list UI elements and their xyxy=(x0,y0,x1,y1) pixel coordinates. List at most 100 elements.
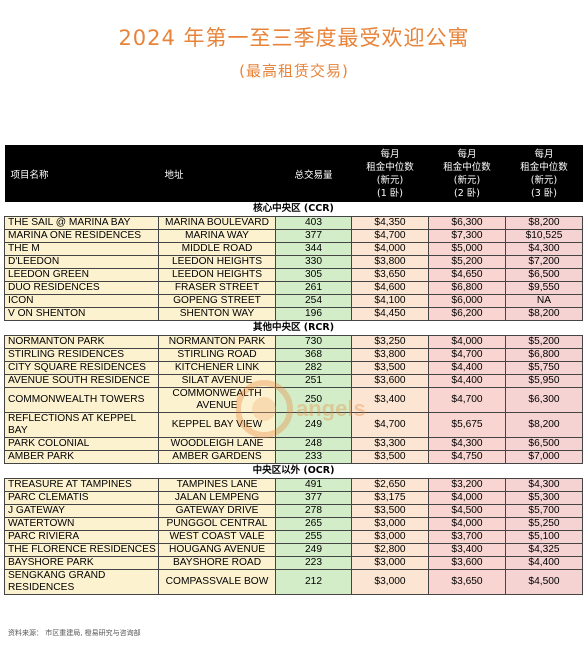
volume-cell: 305 xyxy=(275,268,352,282)
address-cell: KITCHENER LINK xyxy=(158,361,276,375)
rent-1br-cell: $2,800 xyxy=(351,543,429,557)
rent-3br-cell: $4,500 xyxy=(505,569,583,595)
table-row: SENGKANG GRAND RESIDENCES COMPASSVALE BOW… xyxy=(4,569,583,595)
project-name-cell: THE M xyxy=(4,242,159,256)
rent-1br-cell: $3,000 xyxy=(351,569,429,595)
address-cell: HOUGANG AVENUE xyxy=(158,543,276,557)
rent-2br-cell: $4,000 xyxy=(428,517,506,531)
table-row: PARK COLONIAL WOODLEIGH LANE 248 $3,300 $4,3… xyxy=(4,437,583,451)
table-row: D'LEEDON LEEDON HEIGHTS 330 $3,800 $5,200 $7,… xyxy=(4,255,583,269)
header-rent-2br: 每月 租金中位数 (新元) (2 卧) xyxy=(428,145,506,202)
address-cell: MARINA WAY xyxy=(158,229,276,243)
page-title: 2024 年第一至三季度最受欢迎公寓 xyxy=(118,26,470,50)
project-name-cell: MARINA ONE RESIDENCES xyxy=(4,229,159,243)
project-name-cell: PARC RIVIERA xyxy=(4,530,159,544)
rent-3br-cell: $4,325 xyxy=(505,543,583,557)
table-row: THE FLORENCE RESIDENCES HOUGANG AVENUE 249… xyxy=(4,543,583,557)
project-name-cell: THE SAIL @ MARINA BAY xyxy=(4,216,159,230)
address-cell: TAMPINES LANE xyxy=(158,478,276,492)
section-label: 其他中央区 (RCR) xyxy=(4,320,583,336)
table-row: NORMANTON PARK NORMANTON PARK 730 $3,250 $4,… xyxy=(4,335,583,349)
volume-cell: 344 xyxy=(275,242,352,256)
rent-1br-cell: $3,175 xyxy=(351,491,429,505)
header-rent-3br: 每月 租金中位数 (新元) (3 卧) xyxy=(505,145,583,202)
rent-1br-cell: $4,700 xyxy=(351,229,429,243)
project-name-cell: AMBER PARK xyxy=(4,450,159,464)
address-cell: NORMANTON PARK xyxy=(158,335,276,349)
rent-1br-cell: $3,250 xyxy=(351,335,429,349)
rent-1br-cell: $3,500 xyxy=(351,361,429,375)
rent-1br-cell: $3,300 xyxy=(351,437,429,451)
rent-3br-cell: $8,200 xyxy=(505,307,583,321)
project-name-cell: CITY SQUARE RESIDENCES xyxy=(4,361,159,375)
project-name-cell: NORMANTON PARK xyxy=(4,335,159,349)
project-name-cell: WATERTOWN xyxy=(4,517,159,531)
rental-table: 项目名称 地址 总交易量 每月 租金中位数 (新元) (1 卧) 每月 租金中位… xyxy=(4,145,583,595)
table-row: AVENUE SOUTH RESIDENCE SILAT AVENUE 251 $3,… xyxy=(4,374,583,388)
rent-3br-cell: $8,200 xyxy=(505,216,583,230)
address-cell: LEEDON HEIGHTS xyxy=(158,268,276,282)
address-cell: AMBER GARDENS xyxy=(158,450,276,464)
project-name-cell: D'LEEDON xyxy=(4,255,159,269)
volume-cell: 249 xyxy=(275,543,352,557)
rent-2br-cell: $6,200 xyxy=(428,307,506,321)
volume-cell: 368 xyxy=(275,348,352,362)
project-name-cell: REFLECTIONS AT KEPPEL BAY xyxy=(4,412,159,438)
project-name-cell: AVENUE SOUTH RESIDENCE xyxy=(4,374,159,388)
rent-3br-cell: NA xyxy=(505,294,583,308)
table-row: V ON SHENTON SHENTON WAY 196 $4,450 $6,200 $8… xyxy=(4,307,583,321)
address-cell: MIDDLE ROAD xyxy=(158,242,276,256)
section-header-row: 中央区以外 (OCR) xyxy=(4,463,583,479)
table-row: ICON GOPENG STREET 254 $4,100 $6,000 NA xyxy=(4,294,583,308)
volume-cell: 251 xyxy=(275,374,352,388)
volume-cell: 377 xyxy=(275,229,352,243)
section-label: 核心中央区 (CCR) xyxy=(4,202,583,217)
project-name-cell: PARC CLEMATIS xyxy=(4,491,159,505)
volume-cell: 212 xyxy=(275,569,352,595)
rent-2br-cell: $3,200 xyxy=(428,478,506,492)
page-subtitle: (最高租赁交易) xyxy=(239,62,349,80)
rent-3br-cell: $4,400 xyxy=(505,556,583,570)
rent-3br-cell: $7,200 xyxy=(505,255,583,269)
rent-1br-cell: $4,000 xyxy=(351,242,429,256)
rent-3br-cell: $5,200 xyxy=(505,335,583,349)
rent-1br-cell: $4,100 xyxy=(351,294,429,308)
header-address: 地址 xyxy=(158,145,276,202)
project-name-cell: V ON SHENTON xyxy=(4,307,159,321)
table-row: LEEDON GREEN LEEDON HEIGHTS 305 $3,650 $4,65… xyxy=(4,268,583,282)
section-label: 中央区以外 (OCR) xyxy=(4,463,583,479)
address-cell: KEPPEL BAY VIEW xyxy=(158,412,276,438)
rent-2br-cell: $5,000 xyxy=(428,242,506,256)
rent-2br-cell: $4,700 xyxy=(428,348,506,362)
rent-2br-cell: $6,300 xyxy=(428,216,506,230)
volume-cell: 249 xyxy=(275,412,352,438)
rent-2br-cell: $4,300 xyxy=(428,437,506,451)
rent-2br-cell: $4,650 xyxy=(428,268,506,282)
rent-3br-cell: $5,700 xyxy=(505,504,583,518)
address-cell: SILAT AVENUE xyxy=(158,374,276,388)
volume-cell: 223 xyxy=(275,556,352,570)
address-cell: LEEDON HEIGHTS xyxy=(158,255,276,269)
project-name-cell: THE FLORENCE RESIDENCES xyxy=(4,543,159,557)
rent-3br-cell: $5,300 xyxy=(505,491,583,505)
rent-2br-cell: $6,800 xyxy=(428,281,506,295)
rent-3br-cell: $5,750 xyxy=(505,361,583,375)
rent-2br-cell: $4,400 xyxy=(428,374,506,388)
project-name-cell: STIRLING RESIDENCES xyxy=(4,348,159,362)
volume-cell: 265 xyxy=(275,517,352,531)
rent-1br-cell: $3,400 xyxy=(351,387,429,413)
rent-2br-cell: $4,750 xyxy=(428,450,506,464)
project-name-cell: BAYSHORE PARK xyxy=(4,556,159,570)
rent-1br-cell: $4,450 xyxy=(351,307,429,321)
table-row: CITY SQUARE RESIDENCES KITCHENER LINK 282 $… xyxy=(4,361,583,375)
rent-3br-cell: $6,300 xyxy=(505,387,583,413)
rent-1br-cell: $4,700 xyxy=(351,412,429,438)
rent-3br-cell: $7,000 xyxy=(505,450,583,464)
rent-2br-cell: $3,650 xyxy=(428,569,506,595)
address-cell: WOODLEIGH LANE xyxy=(158,437,276,451)
project-name-cell: ICON xyxy=(4,294,159,308)
rent-3br-cell: $10,525 xyxy=(505,229,583,243)
rent-3br-cell: $4,300 xyxy=(505,478,583,492)
rent-2br-cell: $5,675 xyxy=(428,412,506,438)
table-row: COMMONWEALTH TOWERS COMMONWEALTH AVENUE 25… xyxy=(4,387,583,413)
